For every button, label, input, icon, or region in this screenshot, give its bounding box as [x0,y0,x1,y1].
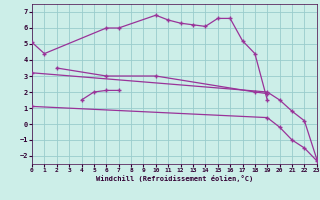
X-axis label: Windchill (Refroidissement éolien,°C): Windchill (Refroidissement éolien,°C) [96,175,253,182]
